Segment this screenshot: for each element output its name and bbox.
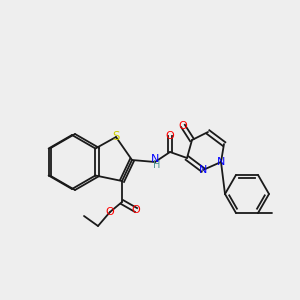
Text: O: O — [106, 207, 114, 217]
Text: S: S — [112, 130, 120, 143]
Text: O: O — [166, 131, 174, 141]
Text: O: O — [132, 205, 140, 215]
Text: H: H — [153, 160, 161, 170]
Text: N: N — [217, 157, 225, 167]
Text: O: O — [178, 121, 188, 131]
Text: N: N — [151, 154, 159, 164]
Text: N: N — [199, 165, 207, 175]
